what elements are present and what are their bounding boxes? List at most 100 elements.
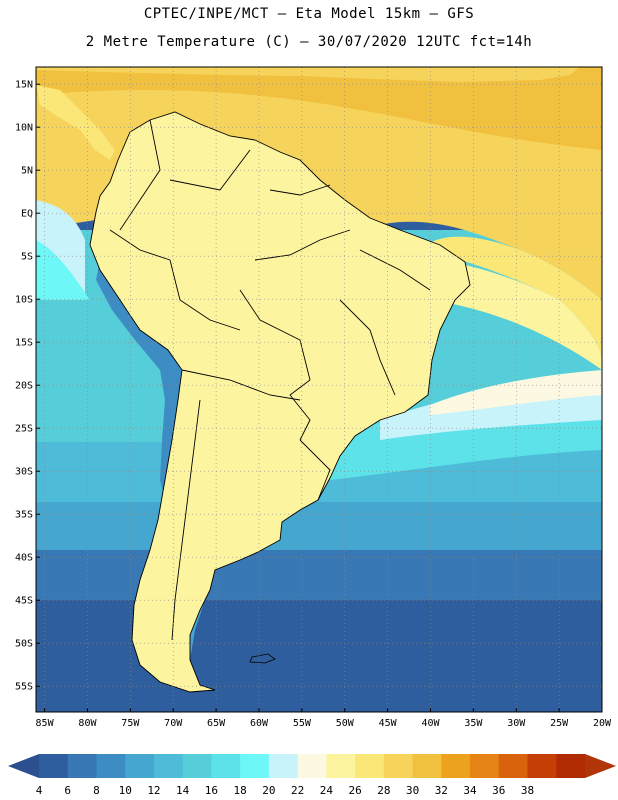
colorbar-labels: 4 6 8 10 12 14 16 18 20 22 24 26 28 30 32 34 36 38 bbox=[36, 784, 534, 797]
latitude-label: 35S bbox=[15, 510, 33, 521]
colorbar-swatch bbox=[326, 754, 356, 778]
central-america-land bbox=[36, 85, 115, 160]
ocean-band bbox=[36, 500, 602, 550]
colorbar bbox=[8, 754, 616, 778]
colorbar-label: 6 bbox=[64, 784, 71, 797]
colorbar-label: 14 bbox=[176, 784, 190, 797]
uruguay-border bbox=[299, 439, 331, 501]
colorbar-label: 38 bbox=[521, 784, 534, 797]
colorbar-label: 36 bbox=[492, 784, 505, 797]
map-title-line2: 2 Metre Temperature (C) – 30/07/2020 12U… bbox=[85, 34, 533, 50]
longitude-label: 85W bbox=[36, 718, 55, 729]
caribbean-warm bbox=[36, 67, 580, 82]
latitude-label: EQ bbox=[21, 209, 33, 220]
brazil-north-border bbox=[254, 229, 351, 261]
ocean-cold-southwest bbox=[36, 600, 200, 712]
colorbar-arrow-left bbox=[8, 754, 39, 778]
latitude-label: 55S bbox=[15, 682, 33, 693]
longitude-label: 40W bbox=[421, 718, 440, 729]
latitude-label: 25S bbox=[15, 424, 33, 435]
andes-cold-south bbox=[96, 260, 182, 500]
longitude-label: 20W bbox=[593, 718, 612, 729]
longitude-label: 25W bbox=[550, 718, 569, 729]
falkland-islands bbox=[249, 653, 276, 664]
longitude-label: 65W bbox=[207, 718, 226, 729]
colorbar-label: 34 bbox=[463, 784, 477, 797]
colorbar-label: 18 bbox=[234, 784, 247, 797]
colorbar-label: 16 bbox=[205, 784, 218, 797]
colorbar-swatch bbox=[39, 754, 69, 778]
colorbar-swatch bbox=[441, 754, 471, 778]
longitude-label: 35W bbox=[464, 718, 483, 729]
colorbar-label: 26 bbox=[348, 784, 361, 797]
colorbar-swatch bbox=[125, 754, 155, 778]
colorbar-arrow-right bbox=[585, 754, 616, 778]
longitude-label: 45W bbox=[379, 718, 398, 729]
colorbar-swatch bbox=[211, 754, 241, 778]
bolivia-border bbox=[239, 289, 311, 396]
axis-ticks bbox=[36, 83, 603, 712]
colorbar-label: 24 bbox=[320, 784, 334, 797]
latitude-label: 30S bbox=[15, 467, 33, 478]
colorbar-label: 20 bbox=[262, 784, 275, 797]
latitude-label: 10N bbox=[15, 123, 33, 134]
venezuela-border bbox=[169, 149, 251, 191]
colorbar-swatch bbox=[297, 754, 327, 778]
latitude-label: 20S bbox=[15, 381, 33, 392]
longitude-label: 55W bbox=[293, 718, 312, 729]
latitude-label: 45S bbox=[15, 596, 33, 607]
longitude-label: 70W bbox=[164, 718, 183, 729]
longitude-label: 30W bbox=[507, 718, 526, 729]
map-field bbox=[36, 67, 602, 712]
peru-brazil-border bbox=[169, 259, 241, 331]
brazil-state-border bbox=[339, 299, 396, 396]
ocean-hot-north bbox=[36, 67, 602, 150]
longitude-label: 60W bbox=[250, 718, 269, 729]
colorbar-swatch bbox=[527, 754, 557, 778]
latitude-label: 5N bbox=[21, 166, 33, 177]
colorbar-swatch bbox=[355, 754, 385, 778]
colorbar-label: 10 bbox=[119, 784, 132, 797]
colorbar-label: 30 bbox=[406, 784, 419, 797]
chile-argentina-border bbox=[171, 399, 201, 641]
colorbar-swatch bbox=[470, 754, 500, 778]
latitude-labels: 15N 10N 5N EQ 5S 10S 15S 20S 25S 30S 35S 40S 45S 50S 5… bbox=[15, 80, 33, 693]
argentina-north-border bbox=[181, 369, 301, 401]
colorbar-label: 12 bbox=[147, 784, 160, 797]
colorbar-swatch bbox=[268, 754, 299, 778]
colombia-border bbox=[119, 119, 161, 231]
colorbar-swatch bbox=[182, 754, 212, 778]
guianas-border bbox=[269, 184, 331, 196]
colorbar-label: 22 bbox=[291, 784, 304, 797]
latitude-label: 40S bbox=[15, 553, 33, 564]
colorbar-swatch bbox=[96, 754, 126, 778]
map-title-line1: CPTEC/INPE/MCT – Eta Model 15km – GFS bbox=[143, 6, 475, 22]
colorbar-label: 32 bbox=[435, 784, 448, 797]
longitude-labels: 85W 80W 75W 70W 65W 60W 55W 50W 45W 40W 35W 30W 25W 2… bbox=[36, 718, 612, 729]
colorbar-label: 28 bbox=[377, 784, 390, 797]
colorbar-swatch bbox=[383, 754, 414, 778]
longitude-label: 75W bbox=[121, 718, 140, 729]
brazil-state-border bbox=[359, 249, 431, 291]
colorbar-swatch bbox=[240, 754, 270, 778]
colorbar-swatch bbox=[67, 754, 97, 778]
colorbar-swatch bbox=[556, 754, 586, 778]
ocean-warm bbox=[420, 236, 602, 360]
colorbar-swatch bbox=[498, 754, 529, 778]
colorbar-swatch bbox=[153, 754, 184, 778]
latitude-label: 5S bbox=[21, 252, 33, 263]
colorbar-label: 4 bbox=[36, 784, 43, 797]
ecuador-peru-border bbox=[109, 229, 171, 261]
ocean-band-warm bbox=[430, 370, 602, 415]
map-frame bbox=[35, 66, 603, 713]
latitude-label: 50S bbox=[15, 639, 33, 650]
pacific-cool bbox=[36, 240, 90, 300]
longitude-label: 50W bbox=[336, 718, 355, 729]
colorbar-label: 8 bbox=[93, 784, 100, 797]
longitude-label: 80W bbox=[78, 718, 97, 729]
colorbar-swatch bbox=[412, 754, 442, 778]
country-borders bbox=[89, 111, 471, 693]
latitude-label: 10S bbox=[15, 295, 33, 306]
latitude-label: 15N bbox=[15, 80, 33, 91]
